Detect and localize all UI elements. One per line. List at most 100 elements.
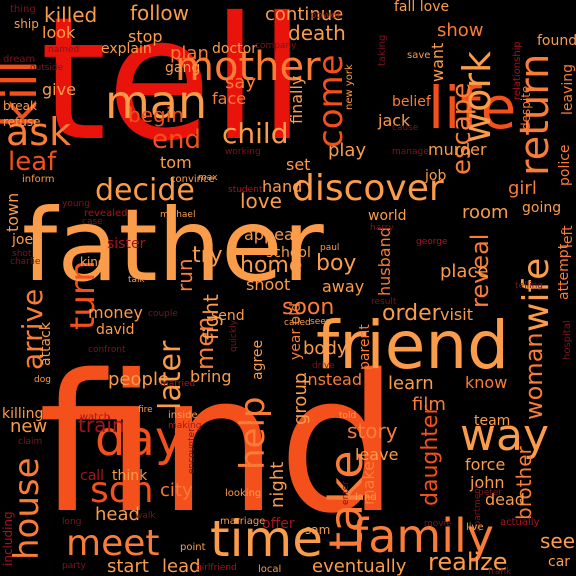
word-cause: cause	[392, 123, 419, 133]
word-ship: ship	[14, 17, 39, 31]
word-shot: shot	[12, 249, 32, 259]
word-face: face	[212, 89, 246, 108]
word-married: married	[160, 379, 195, 389]
word-harry: harry	[370, 223, 394, 233]
word-paul: paul	[320, 243, 339, 253]
word-follow: follow	[130, 1, 189, 25]
word-land: land	[355, 492, 377, 503]
word-night: night	[267, 462, 288, 508]
word-friend: friend	[316, 307, 509, 384]
word-team: team	[474, 413, 510, 429]
word-begin: begin	[128, 103, 184, 127]
word-think: think	[112, 468, 148, 484]
word-claim: claim	[18, 437, 42, 447]
word-manage: manage	[392, 147, 429, 157]
word-way: way	[460, 410, 549, 461]
word-away: away	[322, 277, 364, 296]
word-dream: dream	[3, 54, 35, 65]
word-long: long	[62, 517, 81, 527]
word-bring: bring	[190, 367, 231, 386]
word-brother: brother	[512, 445, 536, 520]
word-young: young	[62, 199, 90, 209]
word-result: result	[371, 297, 397, 307]
word-family: family	[352, 509, 494, 563]
word-called: called	[284, 318, 311, 328]
word-soon: soon	[282, 295, 334, 320]
word-thing: thing	[10, 4, 36, 15]
word-local: local	[258, 564, 281, 575]
word-life: life	[428, 74, 516, 142]
word-come: come	[311, 54, 351, 148]
word-leaving: leaving	[560, 64, 576, 115]
word-start: start	[107, 556, 149, 576]
word-taking: taking	[377, 35, 388, 66]
word-house: house	[7, 457, 47, 560]
word-mother: mother	[175, 44, 321, 90]
word-couple: couple	[148, 309, 178, 319]
word-car: car	[548, 554, 570, 570]
word-year-old: year old	[288, 303, 304, 360]
word-film: film	[412, 394, 446, 415]
word-boy: boy	[316, 251, 356, 276]
word-fight: fight	[199, 294, 223, 340]
word-attack: attack	[38, 321, 54, 366]
word-leaf: leaf	[8, 147, 57, 177]
word-sam: sam	[305, 523, 330, 537]
word-belief: belief	[392, 94, 432, 110]
word-relationship: relationship	[512, 41, 523, 100]
word-return: return	[512, 54, 558, 176]
word-learn: learn	[388, 373, 434, 394]
word-run: run	[173, 258, 197, 292]
word-know: know	[465, 373, 507, 392]
word-new: new	[10, 416, 47, 437]
word-save: save	[407, 50, 430, 61]
word-inform: inform	[22, 174, 54, 185]
word-break: break	[3, 99, 37, 113]
word-leave: leave	[355, 445, 398, 464]
word-daughter: daughter	[418, 405, 443, 506]
word-city: city	[160, 480, 193, 501]
word-wife: wife	[516, 258, 557, 332]
word-company: company	[255, 41, 297, 51]
word-woman: woman	[520, 332, 548, 420]
word-john: john	[469, 473, 505, 492]
word-call: call	[80, 468, 104, 484]
word-jack: jack	[377, 111, 411, 130]
word-sister: sister	[107, 236, 146, 252]
word-girl: girl	[508, 178, 537, 199]
word-try: try	[192, 243, 223, 268]
word-enter: enter	[341, 481, 351, 505]
word-money: money	[88, 303, 143, 322]
word-michael: michael	[160, 210, 195, 220]
word-dog: dog	[34, 375, 51, 385]
word-killed: killed	[44, 3, 97, 27]
word-time: time	[210, 510, 323, 568]
word-doctor: doctor	[212, 41, 257, 57]
word-man: man	[105, 75, 207, 129]
word-look: look	[42, 23, 76, 42]
word-men: men	[191, 317, 219, 370]
word-walk: walk	[135, 511, 156, 521]
word-convince: convince	[170, 174, 215, 185]
word-killing: killing	[2, 406, 43, 422]
word-party: party	[62, 561, 86, 571]
word-revealed: revealed	[84, 208, 128, 219]
word-make: make	[359, 461, 378, 505]
word-set: set	[286, 155, 310, 174]
word-explain: explain	[101, 41, 152, 57]
word-talk: talk	[128, 275, 146, 285]
word-train: train	[78, 413, 125, 437]
word-fall-love: fall love	[394, 0, 449, 15]
word-fire: fire	[138, 405, 153, 415]
word-found: found	[537, 33, 576, 49]
word-play: play	[328, 140, 366, 161]
word-arrive: arrive	[16, 289, 49, 370]
word-school: school	[266, 245, 311, 261]
word-left: left	[560, 225, 576, 248]
word-finally: finally	[287, 76, 306, 124]
word-plan: plan	[170, 43, 209, 64]
word-give: give	[42, 80, 76, 99]
word-frank: frank	[488, 567, 512, 576]
